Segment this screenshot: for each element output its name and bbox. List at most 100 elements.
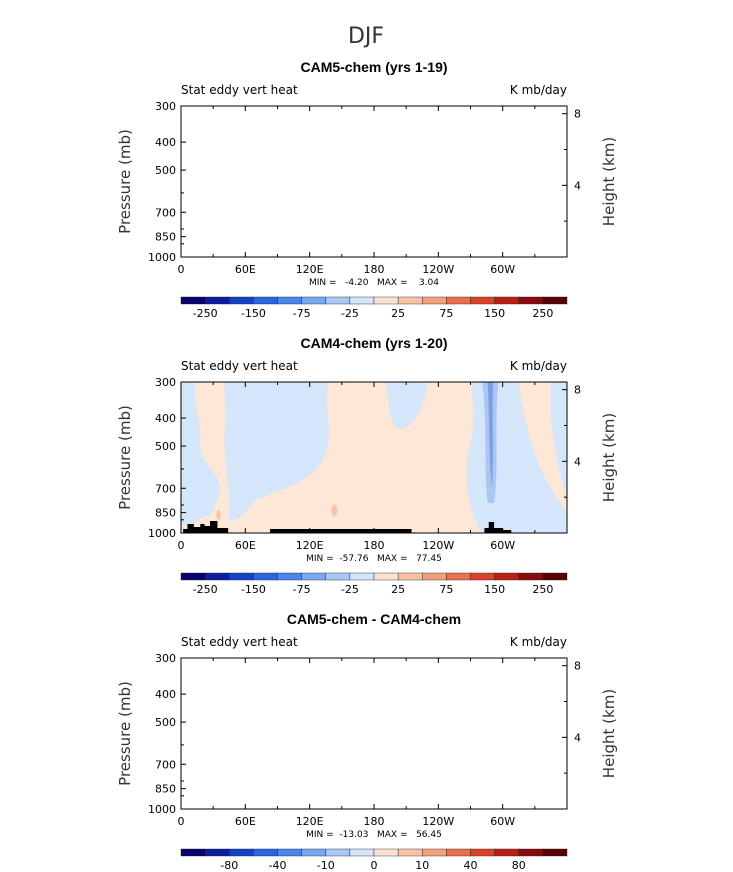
- colorbar-swatch: [229, 848, 254, 857]
- panel-right-label: K mb/day: [510, 83, 567, 97]
- colorbar-swatch: [180, 848, 206, 857]
- colorbar-label: 150: [484, 307, 505, 320]
- colorbar: -250 -150 -75 -25 25 75 150 250: [180, 572, 568, 596]
- y-tick-label: 1000: [148, 251, 176, 264]
- colorbar-swatch: [301, 572, 326, 581]
- colorbar-label: -25: [341, 583, 359, 596]
- x-tick-label: 60E: [235, 815, 256, 828]
- colorbar-swatch: [446, 848, 471, 857]
- min-max-stats: MIN = -4.20 MAX = 3.04: [309, 278, 439, 288]
- contour-negative-dateline: [384, 382, 428, 429]
- colorbar-label: -80: [220, 859, 238, 872]
- y-tick-label: 1000: [148, 527, 176, 540]
- y-tick-label: 700: [155, 206, 176, 219]
- colorbar-swatch: [470, 848, 495, 857]
- x-tick-label: 60W: [490, 263, 515, 276]
- y-tick-label: 500: [155, 716, 176, 729]
- contour-negative-strong: [487, 382, 494, 488]
- colorbar-label: -150: [241, 583, 266, 596]
- y-tick-label: 300: [155, 652, 176, 665]
- x-tick-label: 180: [364, 815, 385, 828]
- colorbar-label: 250: [532, 307, 553, 320]
- panel-right-label: K mb/day: [510, 635, 567, 649]
- colorbar-label: -250: [193, 583, 218, 596]
- y-tick-label: 700: [155, 758, 176, 771]
- colorbar-swatch: [446, 296, 471, 305]
- panel-title: CAM5-chem (yrs 1-19): [300, 59, 447, 75]
- x-tick-label: 120E: [296, 539, 324, 552]
- colorbar-swatch: [325, 572, 351, 581]
- panel-2: CAM4-chem (yrs 1-20)Stat eddy vert heat K…: [116, 335, 618, 596]
- y2-tick-label: 8: [574, 660, 581, 673]
- plot-frame: [180, 657, 568, 810]
- x-tick-label: 180: [364, 539, 385, 552]
- colorbar-label: 40: [464, 859, 478, 872]
- y2-axis-label: Height (km): [600, 689, 618, 778]
- x-tick-label: 0: [178, 815, 185, 828]
- colorbar-label: 0: [371, 859, 378, 872]
- x-tick-label: 0: [178, 263, 185, 276]
- y-tick-label: 700: [155, 482, 176, 495]
- colorbar-label: -10: [317, 859, 335, 872]
- x-tick-label: 60W: [490, 539, 515, 552]
- colorbar-swatch: [277, 572, 302, 581]
- colorbar-swatch: [253, 572, 278, 581]
- colorbar-label: 75: [439, 307, 453, 320]
- panel-right-label: K mb/day: [510, 359, 567, 373]
- panel-title: CAM5-chem - CAM4-chem: [287, 611, 461, 627]
- colorbar-swatch: [494, 572, 519, 581]
- y-tick-label: 300: [155, 100, 176, 113]
- colorbar-label: 10: [415, 859, 429, 872]
- figure-title: DJF: [348, 24, 384, 49]
- colorbar-swatch: [253, 296, 278, 305]
- topography-americas: [484, 522, 512, 533]
- colorbar-label: -75: [293, 583, 311, 596]
- colorbar-swatch: [494, 296, 519, 305]
- x-tick-label: 120W: [422, 815, 454, 828]
- colorbar-swatch: [277, 296, 302, 305]
- x-tick-label: 180: [364, 263, 385, 276]
- panel-title: CAM4-chem (yrs 1-20): [300, 335, 447, 351]
- colorbar-swatch: [397, 572, 423, 581]
- colorbar-swatch: [373, 848, 399, 857]
- y-tick-label: 400: [155, 688, 176, 701]
- colorbar-swatch: [422, 296, 447, 305]
- x-tick-label: 60E: [235, 263, 256, 276]
- contour-positive-east: [518, 382, 567, 511]
- x-tick-label: 60W: [490, 815, 515, 828]
- colorbar-swatch: [180, 572, 206, 581]
- x-tick-label: 0: [178, 539, 185, 552]
- y2-tick-label: 4: [574, 179, 581, 192]
- panel-1: CAM5-chem (yrs 1-19)Stat eddy vert heat K…: [116, 59, 618, 320]
- colorbar-label: -75: [293, 307, 311, 320]
- y2-tick-label: 8: [574, 384, 581, 397]
- y-tick-label: 500: [155, 440, 176, 453]
- colorbar-swatch: [349, 572, 375, 581]
- colorbar-label: 150: [484, 583, 505, 596]
- topography-asia: [183, 521, 229, 533]
- y-tick-label: 300: [155, 376, 176, 389]
- colorbar: -80 -40 -10 0 10 40 80: [180, 848, 568, 872]
- min-max-stats: MIN = -57.76 MAX = 77.45: [306, 554, 442, 564]
- colorbar-label: -150: [241, 307, 266, 320]
- panel-left-label: Stat eddy vert heat: [181, 359, 298, 373]
- colorbar-label: -40: [269, 859, 287, 872]
- y-axis-label: Pressure (mb): [116, 405, 134, 510]
- colorbar-swatch: [229, 572, 254, 581]
- y-axis-label: Pressure (mb): [116, 681, 134, 786]
- colorbar-swatch: [180, 296, 206, 305]
- y2-axis-label: Height (km): [600, 137, 618, 226]
- panel-3: CAM5-chem - CAM4-chem Stat eddy vert heat…: [116, 611, 618, 872]
- field-contours: [181, 382, 567, 533]
- x-tick-label: 120W: [422, 539, 454, 552]
- y2-tick-label: 8: [574, 108, 581, 121]
- colorbar-swatch: [373, 572, 399, 581]
- contour-positive-core: [331, 504, 338, 517]
- colorbar-label: 250: [532, 583, 553, 596]
- colorbar-label: 80: [512, 859, 526, 872]
- colorbar-swatch: [349, 848, 375, 857]
- panel-left-label: Stat eddy vert heat: [181, 83, 298, 97]
- plot-frame: [180, 105, 568, 258]
- colorbar-swatch: [229, 296, 254, 305]
